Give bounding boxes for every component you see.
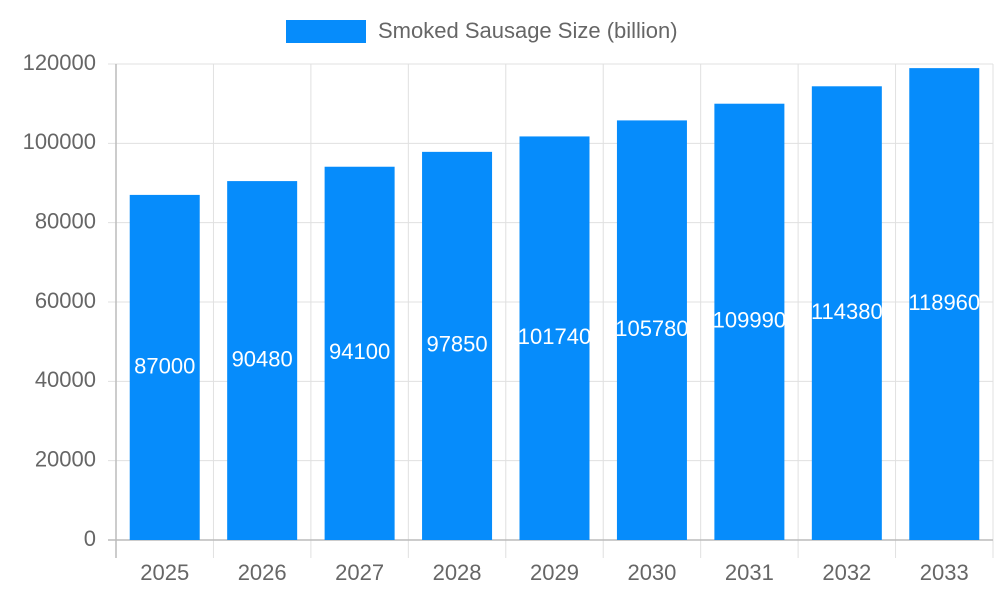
x-tick-label: 2026: [238, 560, 287, 585]
bar: [227, 181, 298, 540]
data-label: 114380: [811, 299, 883, 324]
bar: [714, 103, 785, 541]
x-tick-label: 2032: [822, 560, 871, 585]
data-label: 87000: [134, 353, 195, 378]
bar: [519, 136, 590, 540]
y-tick-label: 100000: [23, 129, 96, 154]
data-label: 97850: [426, 332, 487, 357]
data-label: 109990: [713, 308, 786, 333]
bar: [324, 166, 395, 540]
x-tick-label: 2029: [530, 560, 579, 585]
y-tick-label: 80000: [35, 208, 96, 233]
x-tick-label: 2027: [335, 560, 384, 585]
x-tick-label: 2025: [140, 560, 189, 585]
y-tick-label: 120000: [23, 50, 96, 75]
bar: [616, 120, 687, 540]
legend-label: Smoked Sausage Size (billion): [378, 18, 678, 43]
x-tick-label: 2030: [627, 560, 676, 585]
data-label: 94100: [329, 339, 390, 364]
y-tick-label: 40000: [35, 367, 96, 392]
bar: [422, 151, 493, 540]
data-label: 101740: [518, 324, 591, 349]
y-tick-label: 60000: [35, 288, 96, 313]
y-tick-label: 0: [84, 526, 96, 551]
legend-swatch: [286, 20, 366, 43]
y-tick-label: 20000: [35, 446, 96, 471]
x-tick-label: 2031: [725, 560, 774, 585]
bar: [811, 86, 882, 540]
data-label: 105780: [615, 316, 688, 341]
x-tick-label: 2033: [920, 560, 969, 585]
x-tick-label: 2028: [433, 560, 482, 585]
data-label: 118960: [908, 290, 980, 315]
data-label: 90480: [232, 346, 293, 371]
bar: [909, 68, 980, 540]
bar: [129, 194, 200, 540]
